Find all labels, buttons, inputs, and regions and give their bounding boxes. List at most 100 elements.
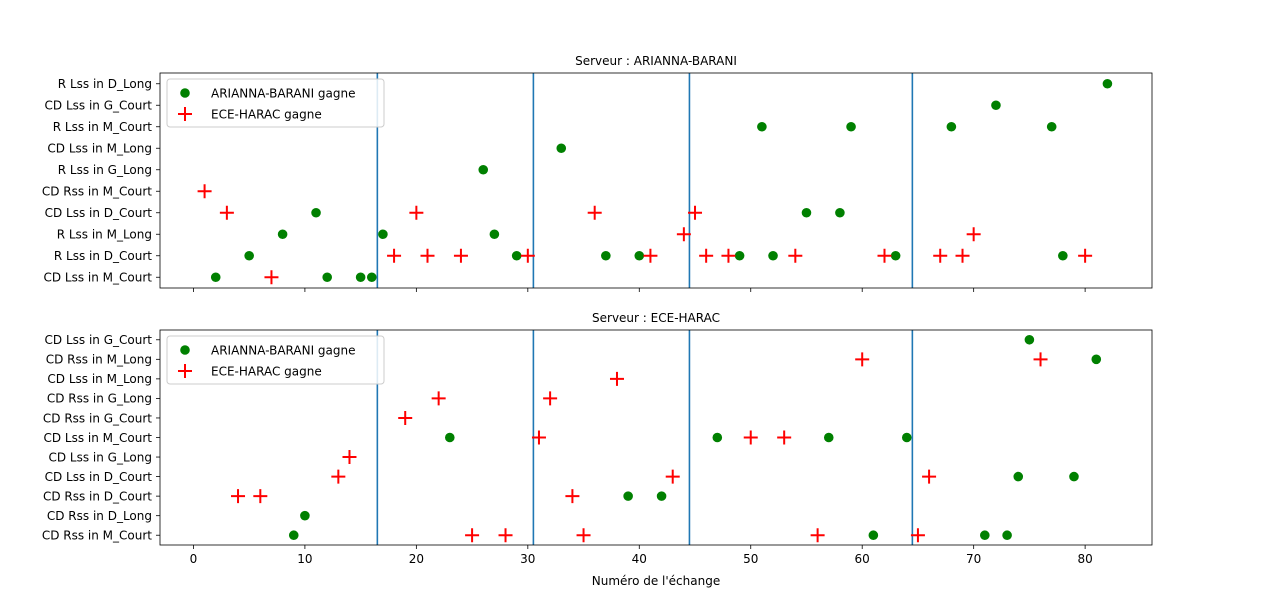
- series-arianna-barani: [210, 78, 1113, 283]
- data-point: [311, 207, 321, 218]
- y-tick-label: CD Lss in D_Court: [45, 206, 153, 220]
- data-point: [955, 248, 970, 263]
- x-tick-label: 30: [520, 552, 535, 566]
- x-tick-label: 10: [297, 552, 312, 566]
- y-tick-label: CD Lss in G_Long: [48, 450, 152, 464]
- data-point: [378, 229, 388, 240]
- data-point: [623, 491, 633, 501]
- data-point: [520, 248, 535, 263]
- data-point: [1058, 250, 1068, 261]
- data-point: [801, 207, 812, 218]
- data-point: [601, 250, 611, 261]
- data-point: [835, 207, 845, 218]
- legend-label: ARIANNA-BARANI gagne: [211, 343, 356, 357]
- data-point: [300, 510, 310, 521]
- data-point: [868, 530, 879, 541]
- plot-frame: [159, 329, 1153, 546]
- series-arianna-barani: [288, 334, 1102, 541]
- data-point: [331, 469, 346, 484]
- data-point: [1091, 354, 1102, 365]
- legend-label: ECE-HARAC gagne: [211, 107, 322, 121]
- x-tick-label: 20: [409, 552, 424, 566]
- y-tick-label: R Lss in M_Long: [57, 228, 152, 242]
- y-tick-label: CD Lss in G_Court: [45, 99, 153, 113]
- data-point: [231, 489, 246, 504]
- data-point: [1013, 471, 1024, 482]
- y-tick-label: R Lss in G_Long: [58, 163, 152, 177]
- y-tick-label: CD Lss in G_Court: [45, 333, 153, 347]
- y-tick-label: CD Rss in D_Court: [43, 489, 152, 503]
- y-tick-label: CD Lss in M_Court: [43, 271, 152, 285]
- x-axis-label: Numéro de l'échange: [592, 574, 720, 588]
- data-point: [966, 227, 981, 242]
- data-point: [342, 450, 357, 465]
- legend-box: [166, 335, 385, 385]
- y-tick-label: CD Lss in M_Long: [47, 142, 152, 156]
- data-point: [946, 121, 957, 132]
- data-point: [531, 430, 546, 445]
- data-point: [757, 121, 767, 132]
- data-point: [355, 272, 366, 283]
- x-tick-label: 50: [743, 552, 758, 566]
- data-point: [643, 248, 658, 263]
- legend-marker: [180, 88, 190, 98]
- data-point: [1102, 78, 1113, 89]
- data-point: [1069, 471, 1079, 482]
- data-point: [498, 528, 513, 543]
- data-point: [721, 248, 736, 263]
- y-tick-label: CD Lss in M_Court: [43, 431, 152, 445]
- data-point: [656, 491, 667, 501]
- legend-label: ARIANNA-BARANI gagne: [211, 86, 356, 100]
- data-point: [688, 205, 703, 220]
- subplot-2: Serveur : ECE-HARAC CD Rss in M_Court CD R…: [42, 311, 1153, 588]
- data-point: [609, 371, 624, 386]
- data-point: [322, 272, 332, 283]
- data-point: [366, 272, 377, 283]
- data-point: [788, 248, 803, 263]
- data-point: [219, 205, 234, 220]
- data-point: [855, 352, 870, 367]
- data-point: [197, 184, 212, 199]
- data-point: [288, 530, 299, 541]
- data-point: [922, 469, 937, 484]
- series-ece-harac: [231, 352, 1048, 543]
- legend: ARIANNA-BARANI gagne ECE-HARAC gagne: [166, 78, 385, 128]
- data-point: [478, 164, 489, 175]
- subplot-title: Serveur : ARIANNA-BARANI: [575, 54, 737, 68]
- x-tick-label: 60: [855, 552, 870, 566]
- data-point: [511, 250, 522, 261]
- x-tick-label: 80: [1077, 552, 1092, 566]
- data-point: [901, 432, 912, 443]
- y-tick-label: R Lss in D_Court: [54, 249, 152, 263]
- data-point: [264, 270, 279, 285]
- data-point: [431, 391, 446, 406]
- data-point: [877, 248, 892, 263]
- data-point: [398, 410, 413, 425]
- data-point: [576, 528, 591, 543]
- data-point: [768, 250, 778, 261]
- y-tick-label: CD Lss in M_Long: [47, 372, 152, 386]
- x-tick-label: 0: [190, 552, 198, 566]
- data-point: [444, 432, 455, 443]
- data-point: [1002, 530, 1012, 541]
- y-tick-label: R Lss in M_Court: [53, 120, 153, 134]
- data-point: [465, 528, 480, 543]
- subplot-title: Serveur : ECE-HARAC: [592, 311, 720, 325]
- y-tick-label: CD Rss in D_Long: [47, 509, 152, 523]
- data-point: [453, 248, 468, 263]
- data-point: [587, 205, 602, 220]
- data-point: [699, 248, 714, 263]
- data-point: [253, 489, 268, 504]
- data-point: [387, 248, 402, 263]
- data-point: [777, 430, 792, 445]
- data-point: [846, 121, 856, 132]
- y-tick-label: CD Rss in M_Court: [42, 185, 152, 199]
- data-point: [1024, 334, 1035, 345]
- data-point: [409, 205, 424, 220]
- y-tick-label: CD Rss in M_Long: [46, 353, 152, 367]
- data-point: [712, 432, 723, 443]
- data-point: [823, 432, 834, 443]
- legend-box: [166, 78, 385, 128]
- series-ece-harac: [197, 184, 1093, 285]
